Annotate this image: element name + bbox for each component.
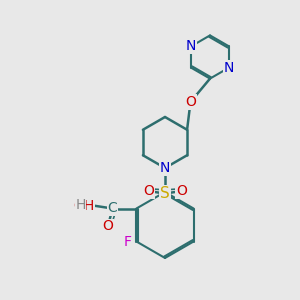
Text: O: O xyxy=(176,184,187,198)
Text: C: C xyxy=(107,202,117,215)
Text: O: O xyxy=(103,220,113,233)
Text: N: N xyxy=(186,39,196,53)
Text: H: H xyxy=(75,198,86,212)
Text: F: F xyxy=(123,235,131,248)
Text: N: N xyxy=(224,61,234,75)
Text: OH: OH xyxy=(73,199,94,212)
Text: N: N xyxy=(160,161,170,175)
Text: S: S xyxy=(160,186,170,201)
Text: O: O xyxy=(185,95,196,109)
Text: O: O xyxy=(143,184,154,198)
